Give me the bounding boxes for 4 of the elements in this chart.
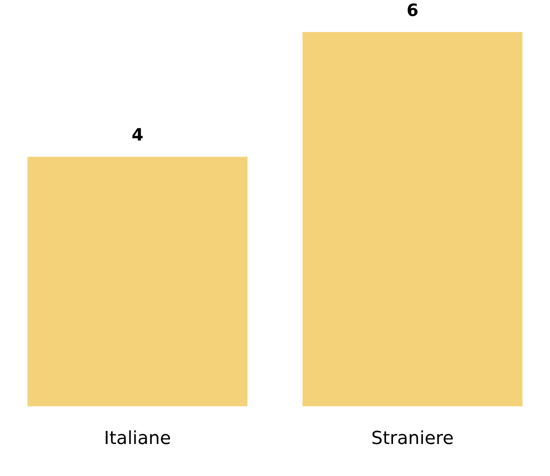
x-tick-label: Italiane — [104, 428, 171, 449]
data-label: 4 — [132, 126, 144, 146]
x-tick-label: Straniere — [371, 428, 454, 449]
data-label: 6 — [406, 0, 418, 21]
